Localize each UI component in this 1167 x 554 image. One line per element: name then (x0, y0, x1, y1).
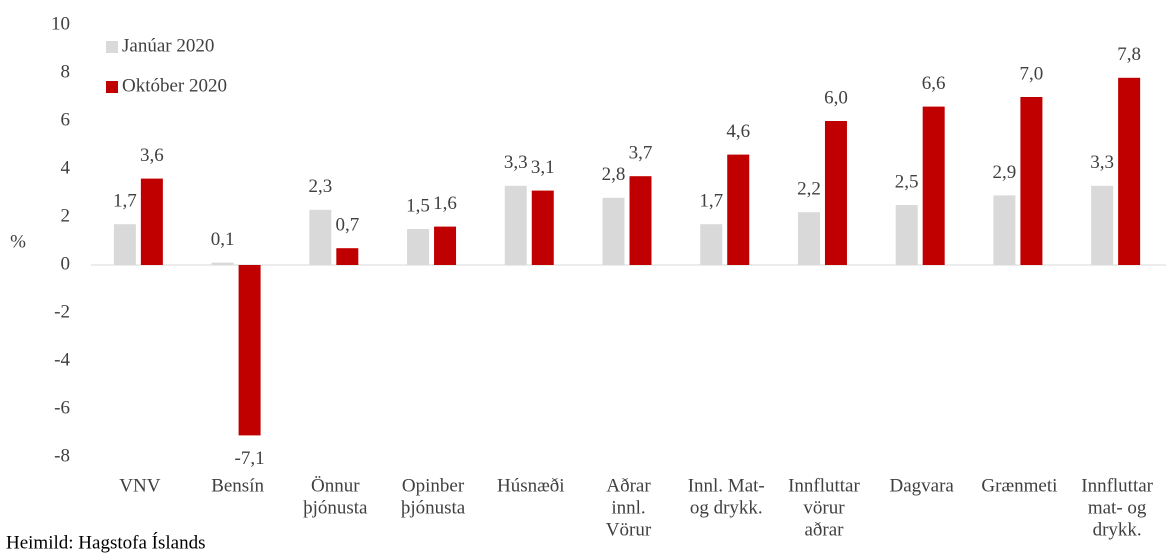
y-tick-label: -2 (54, 301, 70, 322)
value-label: 2,3 (308, 176, 332, 197)
bar (140, 178, 163, 265)
value-label: 1,6 (433, 193, 457, 214)
bar (504, 185, 527, 265)
y-tick-label: 10 (51, 13, 70, 34)
value-label: 1,5 (406, 195, 430, 216)
x-tick-label: Önnur (311, 475, 360, 496)
x-tick-label: Vörur (606, 519, 652, 540)
bar (1020, 97, 1043, 265)
value-label: 2,5 (895, 171, 919, 192)
bar (797, 212, 820, 265)
bar (602, 197, 625, 265)
bar (895, 205, 918, 265)
y-axis-label: % (10, 231, 26, 252)
y-tick-label: 6 (61, 109, 71, 130)
x-tick-label: Opinber (402, 475, 465, 496)
value-label: 0,1 (211, 229, 235, 250)
x-tick-label: innl. (611, 497, 645, 518)
bar (922, 106, 945, 265)
value-label: 3,6 (140, 145, 164, 166)
value-label: 1,7 (113, 191, 137, 212)
value-label: 2,8 (602, 164, 626, 185)
legend-swatch (106, 81, 118, 93)
value-label: 6,6 (922, 73, 946, 94)
y-tick-label: -8 (54, 445, 70, 466)
value-label: 3,7 (629, 143, 653, 164)
value-label: 1,7 (699, 191, 723, 212)
bar (1118, 77, 1141, 265)
bar (434, 226, 457, 265)
value-label: 3,3 (504, 152, 528, 173)
bar (211, 262, 234, 265)
y-tick-label: -6 (54, 397, 70, 418)
x-tick-label: Innfluttar (1081, 475, 1153, 496)
bar (824, 121, 847, 265)
x-tick-label: þjónusta (303, 497, 368, 518)
y-tick-label: 0 (61, 253, 71, 274)
bar (238, 265, 261, 436)
x-tick-label: Bensín (211, 475, 264, 496)
x-tick-label: Innl. Mat- (688, 475, 765, 496)
bar (407, 229, 430, 265)
bar (531, 190, 554, 265)
x-tick-label: mat- og (1088, 497, 1147, 518)
bar (309, 209, 332, 265)
x-tick-label: aðrar (804, 519, 844, 540)
bar (336, 248, 359, 265)
bar (993, 195, 1016, 265)
x-tick-label: Innfluttar (788, 475, 860, 496)
y-tick-label: 8 (61, 61, 71, 82)
value-label: 6,0 (824, 87, 848, 108)
value-label: 4,6 (726, 121, 750, 142)
bar (629, 176, 652, 265)
x-tick-label: Húsnæði (497, 475, 565, 496)
value-label: 2,2 (797, 179, 821, 200)
legend-swatch (106, 41, 118, 53)
y-tick-label: 4 (61, 157, 71, 178)
x-tick-label: drykk. (1093, 519, 1142, 540)
y-tick-label: 2 (61, 205, 71, 226)
value-label: 2,9 (993, 162, 1017, 183)
bar (727, 154, 750, 265)
x-tick-label: Aðrar (606, 475, 651, 496)
y-tick-label: -4 (54, 349, 70, 370)
source: Heimild: Hagstofa Íslands (6, 531, 205, 553)
value-label: -7,1 (235, 448, 265, 469)
legend-label: Október 2020 (122, 75, 227, 96)
x-tick-label: Dagvara (890, 475, 955, 496)
value-label: 3,3 (1090, 152, 1114, 173)
bar (113, 224, 136, 265)
x-tick-label: Grænmeti (981, 475, 1057, 496)
bar (1091, 185, 1114, 265)
x-tick-label: og drykk. (690, 497, 763, 518)
bar (700, 224, 723, 265)
value-label: 3,1 (531, 157, 555, 178)
legend-label: Janúar 2020 (122, 35, 214, 56)
x-tick-label: þjónusta (401, 497, 466, 518)
x-tick-label: vörur (803, 497, 845, 518)
value-label: 7,0 (1020, 63, 1044, 84)
value-label: 7,8 (1117, 44, 1141, 65)
x-tick-label: VNV (119, 475, 160, 496)
value-label: 0,7 (335, 215, 359, 236)
